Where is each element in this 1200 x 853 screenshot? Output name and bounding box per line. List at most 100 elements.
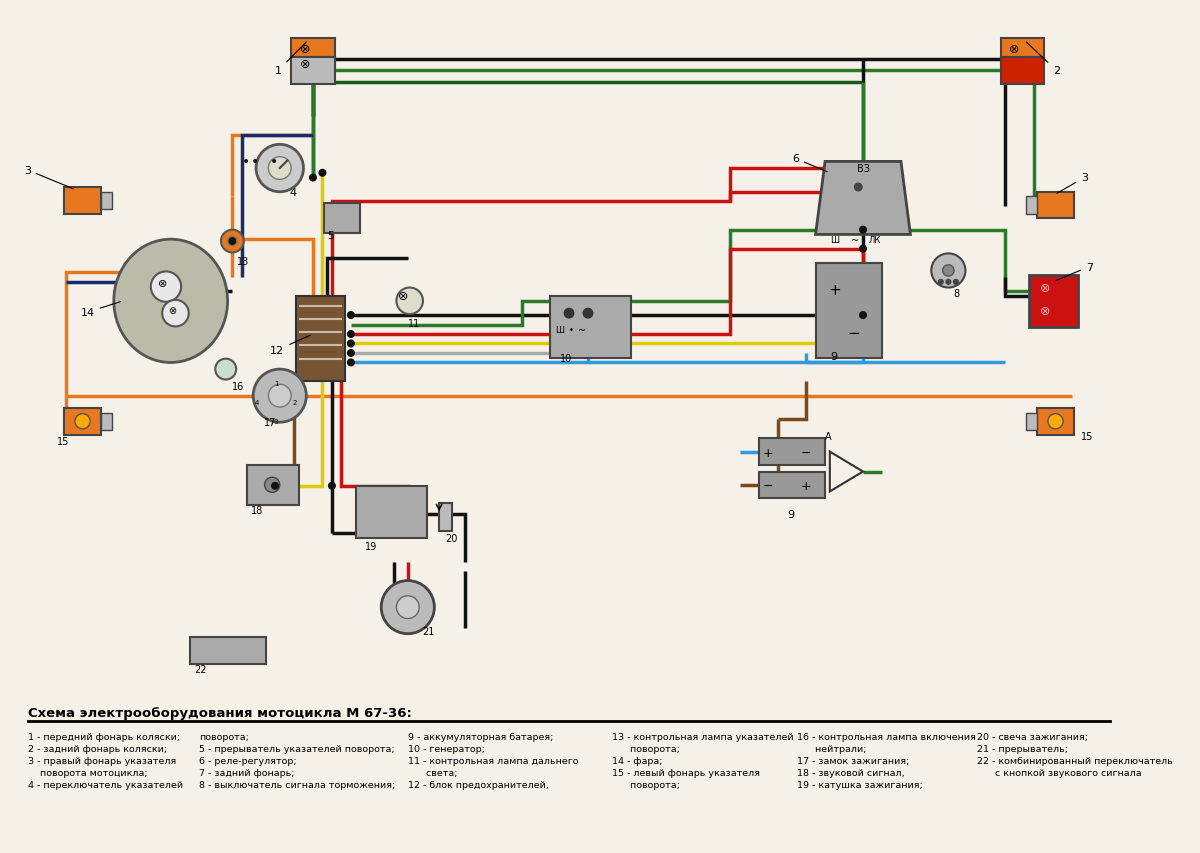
Text: поворота мотоцикла;: поворота мотоцикла; — [29, 768, 148, 777]
Bar — [355, 486, 427, 538]
Bar — [816, 264, 882, 358]
Text: 8: 8 — [953, 289, 959, 299]
Text: 12 - блок предохранителей,: 12 - блок предохранителей, — [408, 780, 548, 789]
Bar — [190, 638, 265, 664]
Text: 4 - переключатель указателей: 4 - переключатель указателей — [29, 780, 184, 789]
Text: Схема электрооборудования мотоцикла М 67-36:: Схема электрооборудования мотоцикла М 67… — [29, 706, 413, 719]
Text: поворота;: поворота; — [612, 745, 679, 753]
Text: •: • — [251, 154, 259, 169]
Text: 7: 7 — [1055, 262, 1093, 281]
Text: 15 - левый фонарь указателя: 15 - левый фонарь указателя — [612, 768, 760, 777]
Bar — [439, 503, 452, 531]
Text: •: • — [270, 154, 278, 169]
Text: 9 - аккумуляторная батарея;: 9 - аккумуляторная батарея; — [408, 733, 553, 741]
Text: 2: 2 — [293, 400, 298, 406]
Circle shape — [859, 312, 866, 319]
Circle shape — [319, 171, 325, 177]
Circle shape — [151, 272, 181, 303]
Text: Ш: Ш — [554, 325, 564, 334]
Circle shape — [162, 300, 188, 327]
Circle shape — [229, 239, 235, 245]
Circle shape — [859, 246, 866, 252]
Text: 6 - реле-регулятор;: 6 - реле-регулятор; — [199, 756, 296, 765]
Text: +: + — [828, 282, 841, 298]
Text: 3: 3 — [1057, 173, 1088, 194]
Text: ЛК: ЛК — [869, 236, 881, 245]
Text: 12: 12 — [270, 336, 311, 356]
Text: 4: 4 — [254, 400, 259, 406]
Text: 2 - задний фонарь коляски;: 2 - задний фонарь коляски; — [29, 745, 168, 753]
Circle shape — [215, 359, 236, 380]
Bar — [1001, 39, 1044, 58]
Text: 10: 10 — [559, 353, 571, 363]
Text: 19 - катушка зажигания;: 19 - катушка зажигания; — [797, 780, 923, 789]
Circle shape — [310, 175, 317, 182]
Text: ~: ~ — [578, 325, 587, 335]
Text: 18 - звуковой сигнал,: 18 - звуковой сигнал, — [797, 768, 905, 777]
Text: −: − — [763, 479, 774, 492]
Bar — [246, 466, 299, 505]
Bar — [101, 193, 112, 210]
Bar — [292, 58, 335, 84]
Text: 1: 1 — [274, 381, 278, 387]
Text: 18: 18 — [251, 505, 264, 515]
Text: 3 - правый фонарь указателя: 3 - правый фонарь указателя — [29, 756, 176, 765]
Text: 17 - замок зажигания;: 17 - замок зажигания; — [797, 756, 908, 765]
Circle shape — [348, 331, 354, 338]
Bar — [1038, 193, 1074, 219]
Text: 16: 16 — [233, 382, 245, 392]
Text: 15: 15 — [1081, 432, 1093, 441]
Text: 22 - комбинированный переключатель: 22 - комбинированный переключатель — [977, 756, 1172, 765]
Text: 14: 14 — [80, 302, 121, 317]
Text: 9: 9 — [830, 351, 836, 362]
Text: 20 - свеча зажигания;: 20 - свеча зажигания; — [977, 733, 1088, 741]
Bar — [1026, 413, 1038, 430]
Circle shape — [228, 237, 238, 247]
Bar — [1026, 197, 1038, 214]
Circle shape — [269, 158, 292, 180]
Circle shape — [253, 369, 306, 423]
Polygon shape — [816, 162, 911, 235]
Text: 9: 9 — [787, 510, 794, 519]
Text: нейтрали;: нейтрали; — [797, 745, 866, 753]
Text: •: • — [569, 325, 574, 334]
Text: ⊗: ⊗ — [1039, 281, 1050, 294]
Text: света;: света; — [408, 768, 457, 777]
Text: +: + — [800, 479, 811, 492]
Text: с кнопкой звукового сигнала: с кнопкой звукового сигнала — [977, 768, 1141, 777]
Bar — [292, 39, 335, 58]
Text: ~: ~ — [851, 236, 859, 247]
Circle shape — [256, 145, 304, 193]
Text: 21: 21 — [422, 626, 434, 636]
Text: 14 - фара;: 14 - фара; — [612, 756, 662, 765]
Circle shape — [264, 478, 280, 493]
Text: ⊗: ⊗ — [398, 290, 409, 303]
Circle shape — [348, 341, 354, 347]
Bar — [65, 409, 101, 435]
Text: 5 - прерыватель указателей поворота;: 5 - прерыватель указателей поворота; — [199, 745, 395, 753]
Circle shape — [396, 596, 419, 618]
Text: 8 - выключатель сигнала торможения;: 8 - выключатель сигнала торможения; — [199, 780, 396, 789]
Text: ⊗: ⊗ — [158, 278, 168, 288]
Text: 21 - прерыватель;: 21 - прерыватель; — [977, 745, 1068, 753]
Bar — [1001, 58, 1044, 84]
Text: 4: 4 — [289, 188, 296, 198]
Bar — [296, 297, 346, 382]
Circle shape — [382, 581, 434, 634]
Text: 19: 19 — [365, 541, 377, 551]
Circle shape — [396, 288, 422, 315]
Text: •: • — [242, 154, 250, 169]
Text: 10 - генератор;: 10 - генератор; — [408, 745, 485, 753]
Circle shape — [348, 360, 354, 366]
Circle shape — [931, 254, 966, 288]
Text: 11: 11 — [408, 318, 420, 328]
Text: 1 - передний фонарь коляски;: 1 - передний фонарь коляски; — [29, 733, 180, 741]
Bar — [65, 188, 101, 214]
Text: поворота;: поворота; — [612, 780, 679, 789]
Text: А: А — [826, 432, 832, 441]
Text: ⊗: ⊗ — [300, 43, 310, 55]
Bar — [758, 472, 826, 498]
Text: поворота;: поворота; — [199, 733, 250, 741]
Circle shape — [329, 483, 335, 490]
Text: 22: 22 — [194, 664, 206, 674]
